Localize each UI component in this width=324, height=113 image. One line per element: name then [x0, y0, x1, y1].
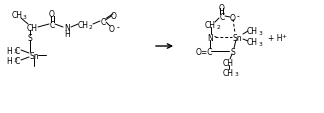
Text: H: H	[6, 46, 12, 55]
Text: C: C	[14, 56, 20, 65]
Text: -: -	[237, 12, 239, 21]
Text: 3: 3	[13, 58, 17, 63]
Text: -: -	[117, 23, 119, 32]
Text: O: O	[49, 9, 55, 18]
Text: + H: + H	[268, 33, 282, 42]
Text: 2: 2	[88, 24, 92, 29]
Text: C: C	[49, 20, 55, 29]
Text: O: O	[219, 4, 225, 12]
Text: O=C: O=C	[195, 47, 213, 56]
Text: -: -	[214, 32, 216, 41]
Text: N: N	[207, 33, 213, 42]
Text: S: S	[231, 47, 235, 56]
Text: 3: 3	[22, 14, 26, 19]
Text: 3: 3	[234, 72, 238, 77]
Text: CH: CH	[223, 58, 234, 67]
Text: 3: 3	[258, 41, 262, 46]
Text: S: S	[28, 33, 32, 42]
Text: CH: CH	[77, 20, 88, 29]
Text: H: H	[64, 29, 70, 38]
Text: N: N	[64, 23, 70, 32]
Text: O: O	[230, 13, 236, 22]
Text: C: C	[219, 12, 225, 21]
Text: H: H	[6, 56, 12, 65]
Text: 2: 2	[216, 24, 220, 29]
Text: CH: CH	[11, 10, 22, 19]
Text: C: C	[100, 17, 106, 26]
Text: CH: CH	[247, 37, 258, 46]
Text: O: O	[109, 24, 115, 33]
Text: C: C	[14, 46, 20, 55]
Text: Sn: Sn	[232, 33, 242, 42]
Text: CH: CH	[27, 23, 38, 32]
Text: CH: CH	[204, 20, 215, 29]
Text: CH: CH	[223, 68, 234, 77]
Text: +: +	[282, 33, 286, 38]
Text: Sn: Sn	[29, 51, 39, 60]
Text: 3: 3	[13, 48, 17, 53]
Text: O: O	[111, 11, 117, 20]
Text: CH: CH	[247, 26, 258, 35]
Text: 3: 3	[258, 30, 262, 35]
